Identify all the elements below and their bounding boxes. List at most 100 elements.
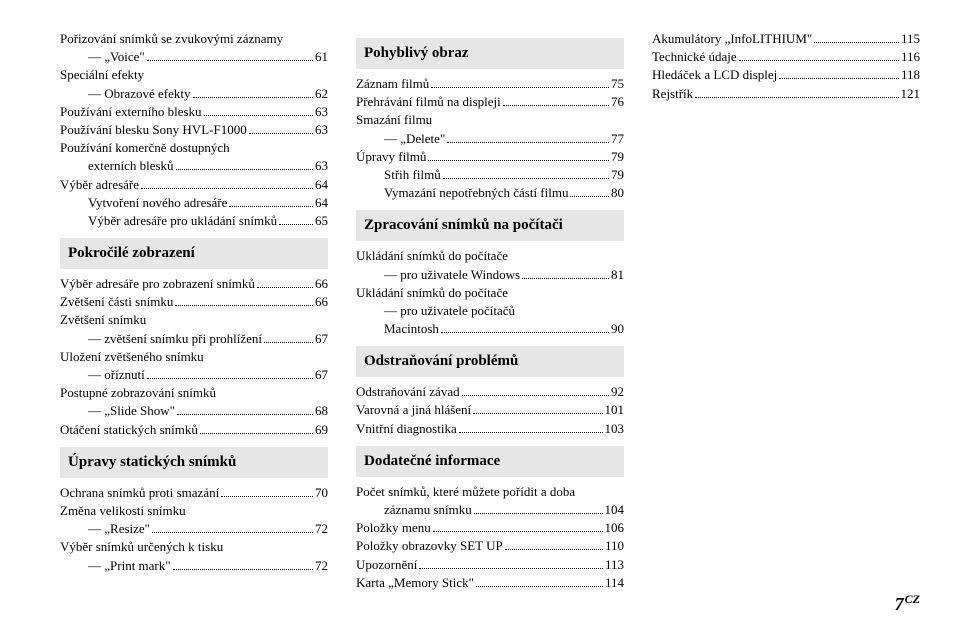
toc-page-number: 72 (315, 520, 328, 538)
toc-leader-dots (419, 558, 603, 568)
toc-label: Ochrana snímků proti smazání (60, 484, 219, 502)
toc-entry: záznamu snímku104 (356, 501, 624, 519)
toc-leader-dots (173, 559, 313, 569)
page-number: 7CZ (895, 592, 920, 615)
toc-entry: Výběr adresáře pro zobrazení snímků66 (60, 275, 328, 293)
toc-label: Akumulátory „InfoLITHIUM" (652, 30, 812, 48)
toc-entry: Macintosh90 (356, 320, 624, 338)
toc-page-number: 106 (605, 519, 625, 537)
toc-entry: Přehrávání filmů na displeji76 (356, 93, 624, 111)
toc-label: Technické údaje (652, 48, 737, 66)
toc-entry: Hledáček a LCD displej118 (652, 66, 920, 84)
toc-leader-dots (431, 78, 609, 88)
toc-page-number: 63 (315, 103, 328, 121)
toc-leader-dots (147, 51, 313, 61)
page-content: Pořizování snímků se zvukovými záznamy— … (0, 0, 960, 612)
toc-label: — zvětšení snímku při prohlížení (88, 330, 262, 348)
toc-leader-dots (200, 423, 313, 433)
toc-entry: Technické údaje116 (652, 48, 920, 66)
section-heading: Pohyblivý obraz (356, 38, 624, 69)
toc-label: Otáčení statických snímků (60, 421, 198, 439)
toc-label: Vymazání nepotřebných částí filmu (384, 184, 568, 202)
toc-entry: — pro uživatele počítačů (356, 302, 624, 320)
toc-entry: externích blesků63 (60, 157, 328, 175)
toc-label: — oříznutí (88, 366, 145, 384)
toc-entry: Zvětšení části snímku66 (60, 293, 328, 311)
toc-column-1: Pořizování snímků se zvukovými záznamy— … (60, 30, 328, 592)
toc-entry: — „Delete"77 (356, 130, 624, 148)
toc-page-number: 92 (611, 383, 624, 401)
toc-label: Výběr adresáře pro zobrazení snímků (60, 275, 255, 293)
toc-label: Záznam filmů (356, 75, 429, 93)
toc-page-number: 79 (611, 166, 624, 184)
toc-leader-dots (462, 386, 609, 396)
toc-label: Úpravy filmů (356, 148, 426, 166)
toc-leader-dots (257, 278, 313, 288)
toc-entry: Karta „Memory Stick"114 (356, 574, 624, 592)
toc-page-number: 65 (315, 212, 328, 230)
toc-leader-dots (221, 487, 313, 497)
toc-leader-dots (814, 33, 899, 43)
toc-leader-dots (193, 87, 313, 97)
toc-label: — pro uživatele Windows (384, 266, 520, 284)
toc-entry: Záznam filmů75 (356, 75, 624, 93)
toc-page-number: 101 (605, 401, 625, 419)
toc-page-number: 76 (611, 93, 624, 111)
toc-entry: Používání externího blesku 63 (60, 103, 328, 121)
toc-entry: Odstraňování závad92 (356, 383, 624, 401)
toc-label: Používání externího blesku (60, 103, 202, 121)
toc-entry: Zvětšení snímku (60, 311, 328, 329)
toc-page-number: 64 (315, 194, 328, 212)
toc-entry: — „Voice"61 (60, 48, 328, 66)
toc-leader-dots (474, 504, 603, 514)
toc-page-number: 68 (315, 402, 328, 420)
toc-entry: Postupné zobrazování snímků (60, 384, 328, 402)
toc-leader-dots (476, 577, 603, 587)
toc-entry: — Obrazové efekty62 (60, 85, 328, 103)
toc-label: — „Slide Show" (88, 402, 175, 420)
toc-entry: Výběr adresáře pro ukládání snímků65 (60, 212, 328, 230)
toc-entry: Výběr snímků určených k tisku (60, 538, 328, 556)
toc-page-number: 66 (315, 293, 328, 311)
toc-leader-dots (175, 296, 313, 306)
toc-leader-dots (443, 169, 609, 179)
page-number-value: 7 (895, 594, 904, 614)
toc-label: Upozornění (356, 556, 417, 574)
toc-entry: Střih filmů79 (356, 166, 624, 184)
section-heading: Odstraňování problémů (356, 346, 624, 377)
toc-leader-dots (229, 197, 313, 207)
toc-entry: Ukládání snímků do počítače (356, 284, 624, 302)
toc-page-number: 72 (315, 557, 328, 575)
toc-page-number: 61 (315, 48, 328, 66)
toc-leader-dots (447, 132, 609, 142)
toc-page-number: 104 (605, 501, 625, 519)
toc-page-number: 81 (611, 266, 624, 284)
toc-page-number: 79 (611, 148, 624, 166)
toc-leader-dots (249, 124, 313, 134)
toc-entry: Úpravy filmů 79 (356, 148, 624, 166)
toc-entry: — „Slide Show" 68 (60, 402, 328, 420)
toc-label: Vnitřní diagnostika (356, 420, 457, 438)
toc-leader-dots (176, 160, 313, 170)
toc-label: externích blesků (88, 157, 174, 175)
toc-entry: Používání blesku Sony HVL-F100063 (60, 121, 328, 139)
toc-entry: Uložení zvětšeného snímku (60, 348, 328, 366)
toc-entry: Pořizování snímků se zvukovými záznamy (60, 30, 328, 48)
toc-label: Hledáček a LCD displej (652, 66, 777, 84)
toc-page-number: 115 (901, 30, 920, 48)
toc-label: — „Resize" (88, 520, 150, 538)
toc-label: Položky obrazovky SET UP (356, 537, 503, 555)
toc-label: Rejstřík (652, 85, 693, 103)
toc-label: Karta „Memory Stick" (356, 574, 474, 592)
toc-leader-dots (459, 423, 603, 433)
toc-leader-dots (739, 51, 899, 61)
toc-page-number: 63 (315, 121, 328, 139)
toc-entry: — zvětšení snímku při prohlížení67 (60, 330, 328, 348)
toc-entry: Rejstřík121 (652, 85, 920, 103)
toc-leader-dots (779, 69, 899, 79)
toc-label: — Obrazové efekty (88, 85, 191, 103)
toc-leader-dots (441, 323, 609, 333)
toc-page-number: 103 (605, 420, 625, 438)
toc-label: — „Delete" (384, 130, 445, 148)
toc-entry: Vymazání nepotřebných částí filmu80 (356, 184, 624, 202)
